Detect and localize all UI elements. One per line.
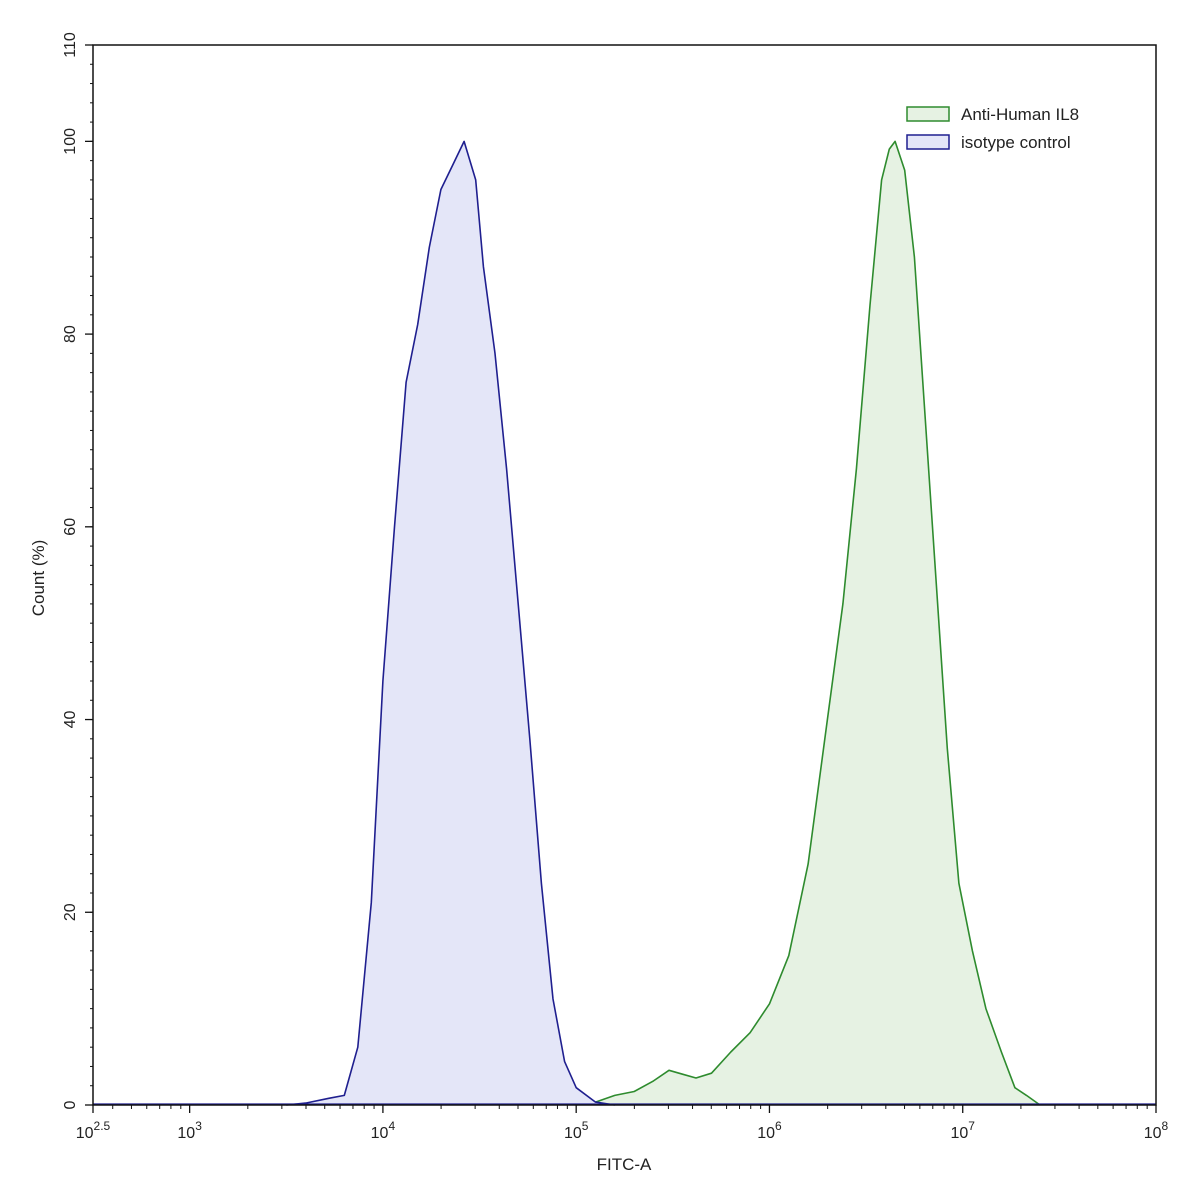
- legend-label-anti-human-il8: Anti-Human IL8: [961, 105, 1079, 124]
- series-line-anti-human-il8: [576, 140, 1041, 1106]
- x-tick-label: 105: [564, 1119, 589, 1142]
- series-fill-isotype-control: [286, 141, 615, 1105]
- x-tick-label: 107: [950, 1119, 975, 1142]
- y-tick-label: 60: [62, 518, 79, 536]
- x-axis-ticks: 102.5 103 104 105 106 107 108: [76, 1105, 1169, 1142]
- series-line-isotype-control: [286, 140, 615, 1106]
- y-tick-label: 80: [62, 325, 79, 343]
- legend: Anti-Human IL8 isotype control: [906, 105, 1079, 152]
- legend-swatch-anti-human-il8: [906, 106, 950, 122]
- x-tick-label: 102.5: [76, 1119, 111, 1142]
- x-tick-label: 108: [1144, 1119, 1169, 1142]
- x-tick-label: 106: [757, 1119, 782, 1142]
- y-tick-label: 110: [62, 32, 79, 58]
- series-layer: [93, 140, 1156, 1106]
- minor-ticks: [90, 44, 1148, 1109]
- y-tick-label: 0: [62, 1100, 79, 1109]
- y-tick-label: 20: [62, 903, 79, 921]
- series-fill-anti-human-il8: [576, 141, 1040, 1105]
- x-axis-title: FITC-A: [597, 1155, 652, 1174]
- y-axis-title: Count (%): [29, 540, 48, 617]
- legend-label-isotype-control: isotype control: [961, 133, 1071, 152]
- x-tick-label: 104: [371, 1119, 396, 1142]
- legend-swatch-isotype-control: [906, 134, 950, 150]
- y-tick-label: 40: [62, 711, 79, 729]
- x-tick-label: 103: [177, 1119, 202, 1142]
- plot-frame: [92, 44, 1157, 1106]
- y-axis-ticks: 0 20 40 60 80 100 110: [62, 32, 93, 1109]
- y-tick-label: 100: [62, 128, 79, 155]
